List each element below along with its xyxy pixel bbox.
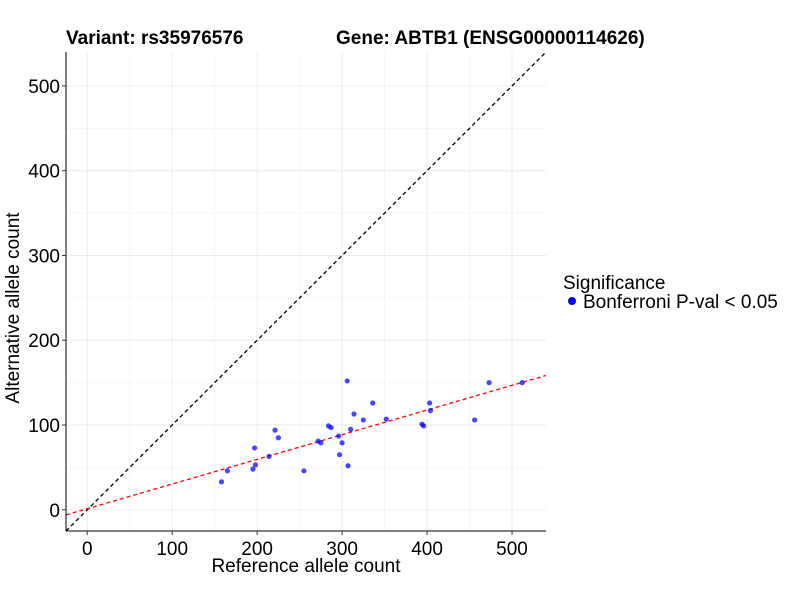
x-tick-label: 300 [326, 539, 358, 560]
x-tick-label: 500 [496, 539, 528, 560]
data-point [224, 468, 231, 474]
data-point [421, 423, 427, 429]
data-point [351, 411, 357, 417]
data-point [383, 416, 389, 422]
legend-entry-label: Bonferroni P-val < 0.05 [583, 292, 778, 313]
x-axis-label: Reference allele count [211, 556, 401, 577]
grid-layer [66, 52, 546, 531]
data-point [252, 462, 259, 468]
data-point [345, 463, 351, 469]
data-point [486, 380, 492, 386]
data-point [336, 433, 342, 439]
data-point [250, 466, 256, 472]
x-tick-label: 100 [156, 539, 188, 560]
chart-title-variant: Variant: rs35976576 [66, 28, 243, 49]
reference-line [66, 52, 546, 531]
axis-layer: 0 100 200 300 400 500 0 100 200 300 400 500 [28, 52, 546, 560]
x-tick-label: 0 [82, 539, 93, 560]
data-point [344, 378, 350, 384]
x-tick-label: 200 [241, 539, 273, 560]
y-tick-label: 400 [28, 162, 60, 183]
data-point [301, 468, 307, 474]
data-point [218, 479, 225, 485]
data-point [427, 408, 434, 414]
x-tick-label: 400 [411, 539, 443, 560]
legend-title: Significance [563, 273, 665, 294]
data-point [427, 400, 433, 406]
data-point [272, 427, 278, 433]
y-tick-label: 0 [49, 501, 60, 522]
data-point [336, 452, 343, 458]
data-point [370, 400, 376, 406]
data-point [519, 380, 525, 386]
data-point [339, 440, 345, 446]
y-axis-label: Alternative allele count [3, 212, 24, 404]
data-point [360, 417, 366, 423]
y-tick-label: 200 [28, 331, 60, 352]
line-layer [66, 52, 546, 531]
data-point [318, 440, 324, 446]
data-point [348, 426, 354, 432]
y-tick-label: 500 [28, 77, 60, 98]
data-point [472, 417, 478, 423]
legend-marker [568, 297, 576, 305]
fit-line [66, 374, 546, 516]
data-point [328, 424, 334, 431]
point-layer [218, 378, 525, 485]
y-tick-label: 300 [28, 246, 60, 267]
data-point [266, 453, 272, 459]
y-tick-label: 100 [28, 416, 60, 437]
chart-title-gene: Gene: ABTB1 (ENSG00000114626) [336, 28, 645, 49]
legend: Significance Bonferroni P-val < 0.05 [563, 273, 778, 313]
data-point [275, 435, 281, 441]
data-point [252, 445, 258, 451]
